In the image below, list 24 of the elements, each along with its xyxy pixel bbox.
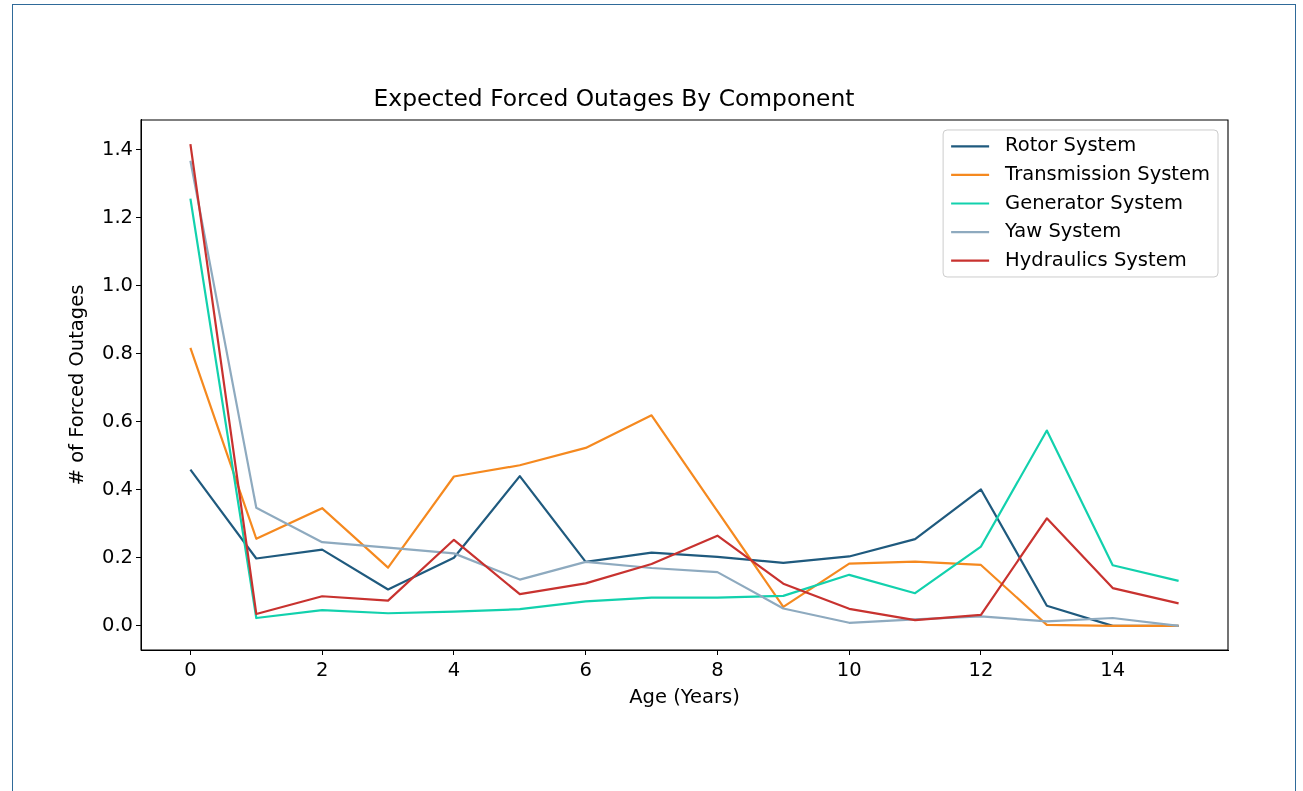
y-tick-label: 1.2 [101,204,133,228]
x-tick-label: 8 [711,657,724,681]
y-tick-label: 0.6 [101,408,133,432]
y-tick-label: 1.0 [101,272,133,296]
legend-label: Generator System [1005,190,1184,214]
y-tick-label: 0.2 [101,544,133,568]
legend-label: Transmission System [1004,161,1211,185]
x-tick-label: 10 [836,657,862,681]
y-tick-label: 0.4 [101,476,133,500]
x-tick-label: 4 [447,657,461,681]
y-tick-label: 1.4 [101,136,133,160]
x-tick-label: 6 [579,657,592,681]
y-tick-label: 0.0 [101,612,133,636]
x-tick-label: 2 [315,657,329,681]
x-tick-label: 14 [1100,657,1126,681]
legend-label: Hydraulics System [1005,247,1187,271]
x-tick-label: 0 [184,657,197,681]
legend-label: Yaw System [1004,219,1122,243]
x-tick-label: 12 [968,657,994,681]
y-tick-label: 0.8 [101,340,133,364]
legend-label: Rotor System [1005,133,1137,157]
x-axis-title: Age (Years) [629,685,740,709]
y-axis-title: # of Forced Outages [65,284,89,486]
chart-title: Expected Forced Outages By Component [373,84,855,113]
